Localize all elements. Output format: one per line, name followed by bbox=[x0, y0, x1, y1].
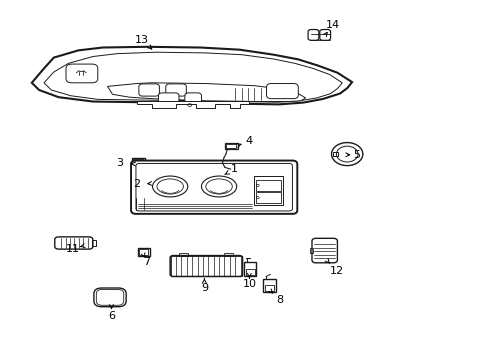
Bar bbox=[256, 192, 280, 203]
Bar bbox=[264, 285, 274, 291]
FancyBboxPatch shape bbox=[311, 238, 337, 263]
Text: 8: 8 bbox=[276, 294, 283, 305]
Bar bbox=[224, 253, 232, 256]
Bar bbox=[226, 144, 236, 148]
FancyBboxPatch shape bbox=[170, 256, 242, 276]
Bar bbox=[245, 269, 254, 275]
Text: 3: 3 bbox=[116, 158, 123, 168]
FancyBboxPatch shape bbox=[139, 84, 159, 96]
FancyBboxPatch shape bbox=[66, 64, 98, 83]
FancyBboxPatch shape bbox=[55, 237, 93, 249]
FancyBboxPatch shape bbox=[165, 84, 186, 96]
Text: 7: 7 bbox=[143, 257, 150, 267]
FancyBboxPatch shape bbox=[136, 163, 292, 211]
Bar bbox=[254, 176, 282, 205]
Ellipse shape bbox=[157, 179, 183, 194]
FancyBboxPatch shape bbox=[96, 289, 123, 305]
Text: 14: 14 bbox=[325, 20, 339, 30]
Text: 13: 13 bbox=[135, 35, 148, 45]
Bar bbox=[138, 248, 149, 256]
Text: 11: 11 bbox=[65, 244, 79, 254]
FancyBboxPatch shape bbox=[94, 288, 126, 307]
FancyBboxPatch shape bbox=[131, 161, 297, 214]
Text: 1: 1 bbox=[231, 164, 238, 174]
FancyBboxPatch shape bbox=[184, 93, 201, 103]
Text: 5: 5 bbox=[353, 150, 360, 160]
Bar bbox=[132, 158, 144, 166]
Polygon shape bbox=[32, 47, 351, 104]
FancyBboxPatch shape bbox=[158, 93, 179, 103]
Text: 10: 10 bbox=[242, 279, 256, 289]
Bar bbox=[224, 143, 237, 149]
Text: 12: 12 bbox=[329, 266, 343, 276]
Bar bbox=[332, 152, 338, 156]
Bar bbox=[309, 248, 312, 253]
Bar bbox=[179, 253, 187, 256]
Bar bbox=[133, 159, 143, 165]
Bar bbox=[244, 262, 256, 276]
Ellipse shape bbox=[205, 179, 232, 194]
FancyBboxPatch shape bbox=[266, 84, 298, 99]
Text: 9: 9 bbox=[201, 283, 207, 293]
Bar bbox=[92, 240, 96, 246]
Bar bbox=[256, 180, 280, 191]
Text: 6: 6 bbox=[108, 311, 115, 321]
Text: 4: 4 bbox=[245, 136, 252, 146]
Polygon shape bbox=[107, 83, 305, 102]
Bar bbox=[139, 249, 148, 255]
Text: 2: 2 bbox=[133, 179, 140, 189]
Polygon shape bbox=[127, 101, 249, 108]
Ellipse shape bbox=[152, 176, 187, 197]
Bar bbox=[263, 279, 275, 292]
Ellipse shape bbox=[201, 176, 236, 197]
Bar bbox=[171, 256, 241, 276]
Polygon shape bbox=[44, 52, 342, 102]
